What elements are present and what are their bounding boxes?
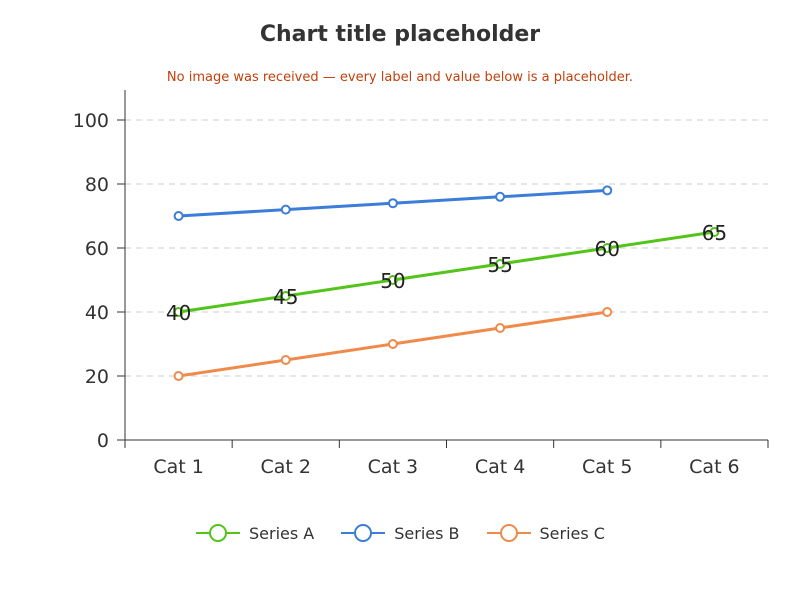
data-point bbox=[173, 211, 184, 221]
data-point bbox=[709, 227, 720, 237]
legend-item[interactable]: Series C bbox=[486, 522, 605, 544]
x-tick-label: Cat 1 bbox=[153, 456, 204, 478]
data-point bbox=[173, 371, 184, 381]
legend-swatch-icon bbox=[486, 524, 531, 542]
data-point bbox=[387, 198, 398, 209]
data-point bbox=[173, 307, 184, 317]
data-point bbox=[387, 275, 398, 285]
legend-label: Series C bbox=[539, 523, 605, 543]
data-label: 65 bbox=[702, 221, 727, 245]
data-label: 45 bbox=[273, 285, 298, 309]
y-tick-label: 40 bbox=[85, 302, 109, 324]
data-label: 55 bbox=[487, 253, 512, 277]
data-label: 60 bbox=[595, 237, 620, 261]
data-point bbox=[602, 243, 613, 253]
data-label: 50 bbox=[380, 269, 405, 293]
legend-label: Series B bbox=[394, 523, 460, 543]
chart-legend: Series A Series B Series C bbox=[0, 522, 800, 544]
legend-swatch-icon bbox=[341, 524, 386, 542]
legend-item[interactable]: Series A bbox=[195, 522, 314, 544]
data-point bbox=[602, 185, 613, 196]
legend-item[interactable]: Series B bbox=[340, 522, 460, 544]
y-tick-label: 80 bbox=[85, 174, 109, 196]
data-point bbox=[495, 259, 506, 269]
data-point bbox=[280, 291, 291, 301]
placeholder-notice: No image was received — every label and … bbox=[166, 70, 634, 85]
legend-label: Series A bbox=[249, 523, 315, 543]
data-label: 40 bbox=[166, 301, 191, 325]
y-tick-label: 60 bbox=[85, 238, 109, 260]
x-tick-label: Cat 3 bbox=[368, 456, 419, 478]
x-tick-label: Cat 6 bbox=[689, 456, 740, 478]
legend-swatch-icon bbox=[196, 524, 241, 542]
y-tick-label: 100 bbox=[73, 110, 109, 132]
data-point bbox=[280, 355, 291, 365]
chart-title: Chart title placeholder bbox=[259, 22, 541, 47]
data-point bbox=[495, 323, 506, 333]
x-tick-label: Cat 4 bbox=[475, 456, 526, 478]
y-tick-label: 0 bbox=[97, 430, 109, 452]
x-tick-label: Cat 5 bbox=[582, 456, 633, 478]
data-point bbox=[602, 307, 613, 317]
x-tick-label: Cat 2 bbox=[261, 456, 312, 478]
series-line bbox=[178, 230, 715, 314]
y-tick-label: 20 bbox=[85, 366, 109, 388]
data-point bbox=[387, 339, 398, 349]
data-point bbox=[280, 204, 291, 215]
data-point bbox=[495, 191, 506, 202]
